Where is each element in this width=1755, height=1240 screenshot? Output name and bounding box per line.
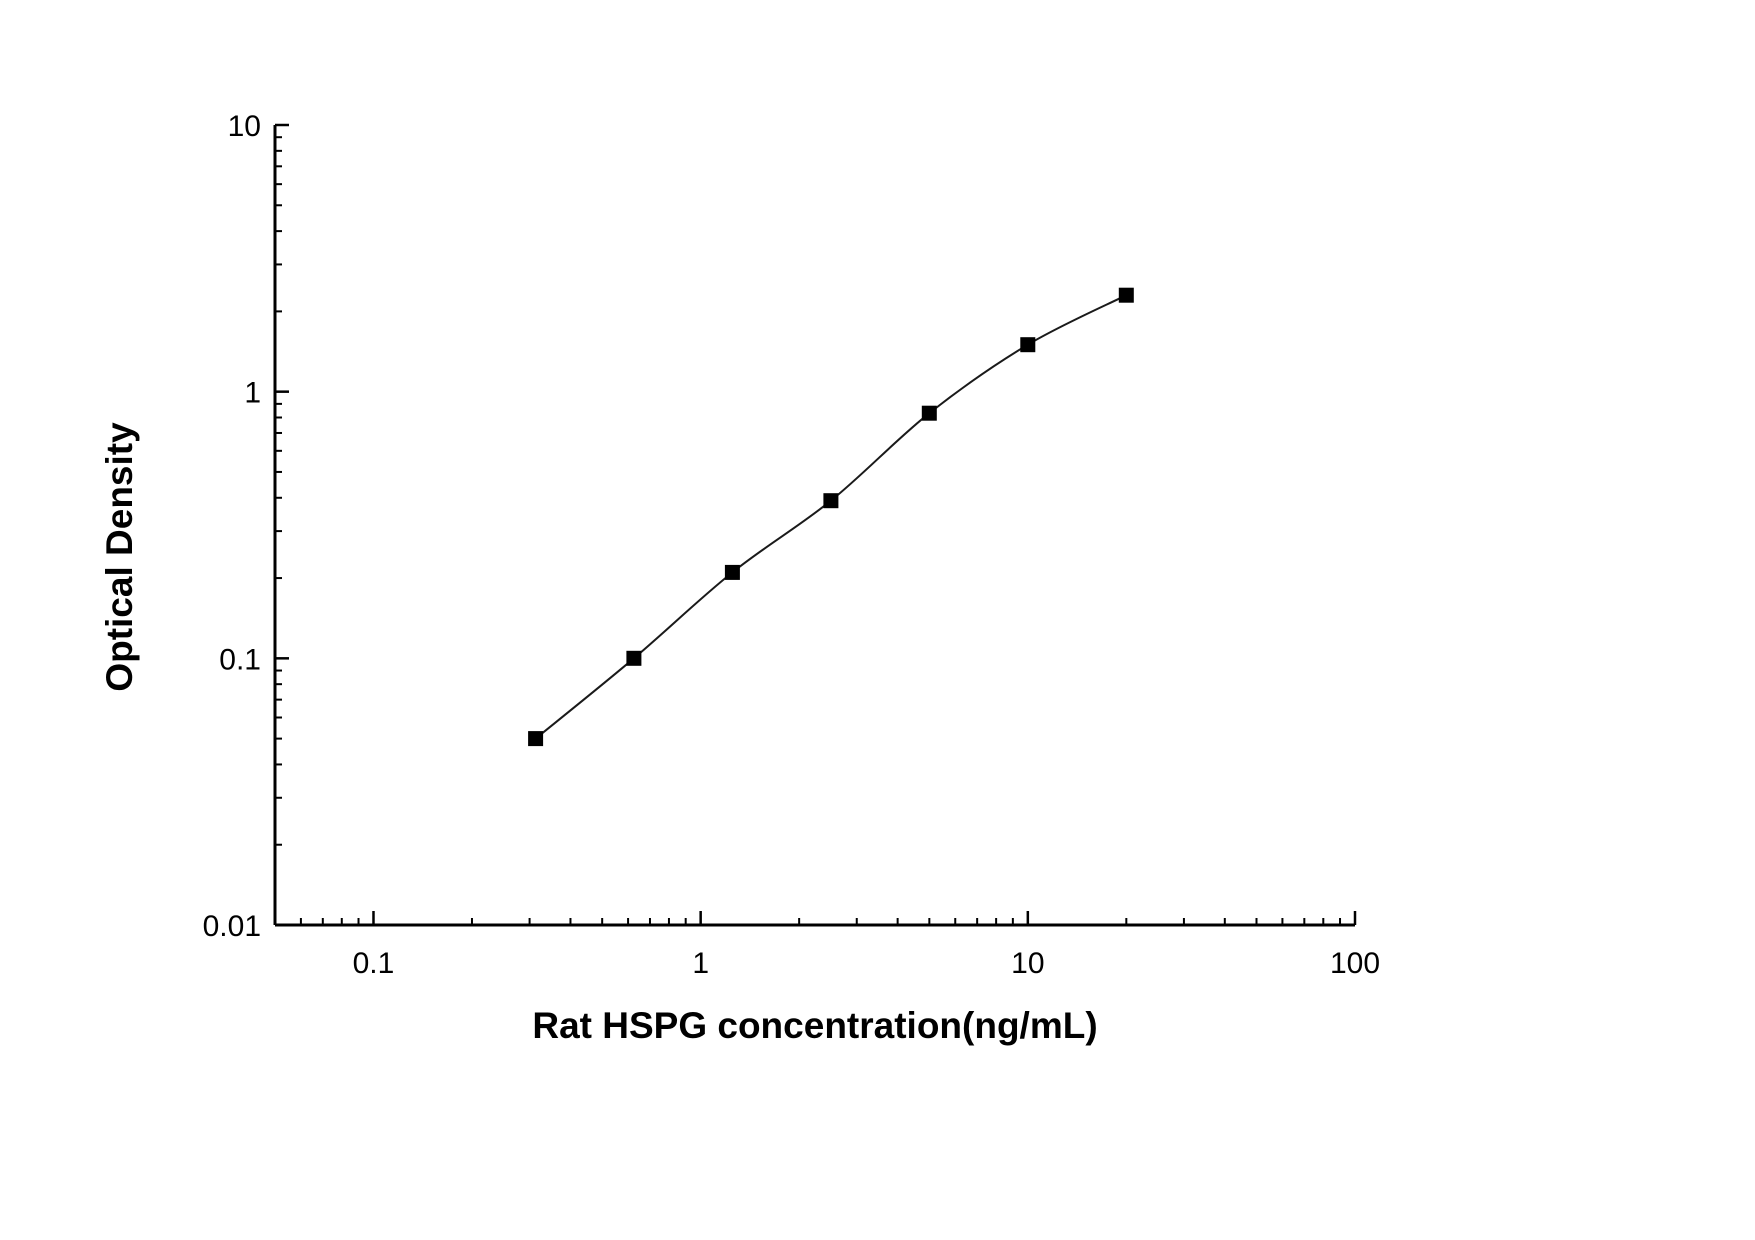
y-tick-label: 1	[244, 377, 261, 410]
data-point-marker	[626, 650, 642, 666]
data-point-marker	[921, 405, 937, 421]
data-point-marker	[1118, 287, 1134, 303]
x-tick-label: 100	[1330, 947, 1380, 980]
plot-area: 0.1 1 10 100 0.01 0.1 1 10	[203, 110, 1380, 980]
data-point-marker	[528, 731, 544, 747]
series-line-standard-curve	[534, 294, 1127, 740]
data-point-marker	[1020, 337, 1036, 353]
x-axis-title: Rat HSPG concentration(ng/mL)	[532, 1005, 1097, 1046]
data-point-marker	[724, 564, 740, 580]
x-tick-label: 1	[692, 947, 709, 980]
y-tick-label: 10	[228, 110, 261, 143]
data-point-marker	[823, 493, 839, 509]
x-tick-label: 0.1	[353, 947, 395, 980]
x-tick-label: 10	[1011, 947, 1044, 980]
y-axis-title: Optical Density	[99, 422, 140, 692]
y-tick-label: 0.1	[219, 643, 261, 676]
y-tick-label: 0.01	[203, 910, 261, 943]
